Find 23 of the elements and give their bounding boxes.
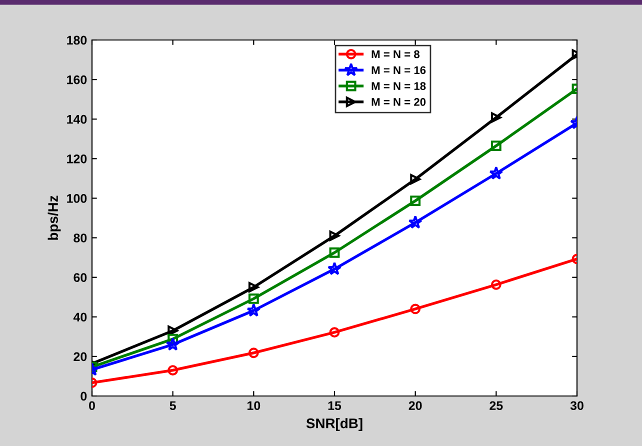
- x-tick-label: 0: [89, 401, 95, 410]
- legend-label: M = N = 8: [372, 50, 420, 58]
- x-tick-label: 10: [248, 401, 260, 410]
- legend-label: M = N = 18: [372, 82, 426, 90]
- y-tick-label: 80: [74, 234, 87, 242]
- y-tick-label: 180: [67, 36, 87, 45]
- y-tick-label: 40: [73, 312, 87, 322]
- y-tick-label: 100: [67, 194, 87, 203]
- x-tick-label: 25: [490, 401, 503, 410]
- y-tick-label: 0: [80, 392, 87, 401]
- y-tick-label: 140: [67, 114, 87, 124]
- legend-label: M = N = 16: [372, 66, 426, 74]
- y-tick-label: 120: [67, 154, 87, 164]
- y-axis-title: bps/Hz: [48, 196, 61, 240]
- x-tick-label: 15: [328, 401, 342, 410]
- legend-label: M = N = 20: [372, 98, 426, 106]
- x-axis-title: SNR[dB]: [306, 418, 362, 432]
- x-tick-label: 5: [170, 401, 176, 410]
- x-tick-label: 20: [408, 401, 422, 410]
- y-tick-label: 20: [74, 352, 87, 362]
- y-tick-label: 160: [67, 75, 87, 84]
- x-tick-label: 30: [570, 401, 584, 410]
- y-tick-label: 60: [74, 273, 87, 282]
